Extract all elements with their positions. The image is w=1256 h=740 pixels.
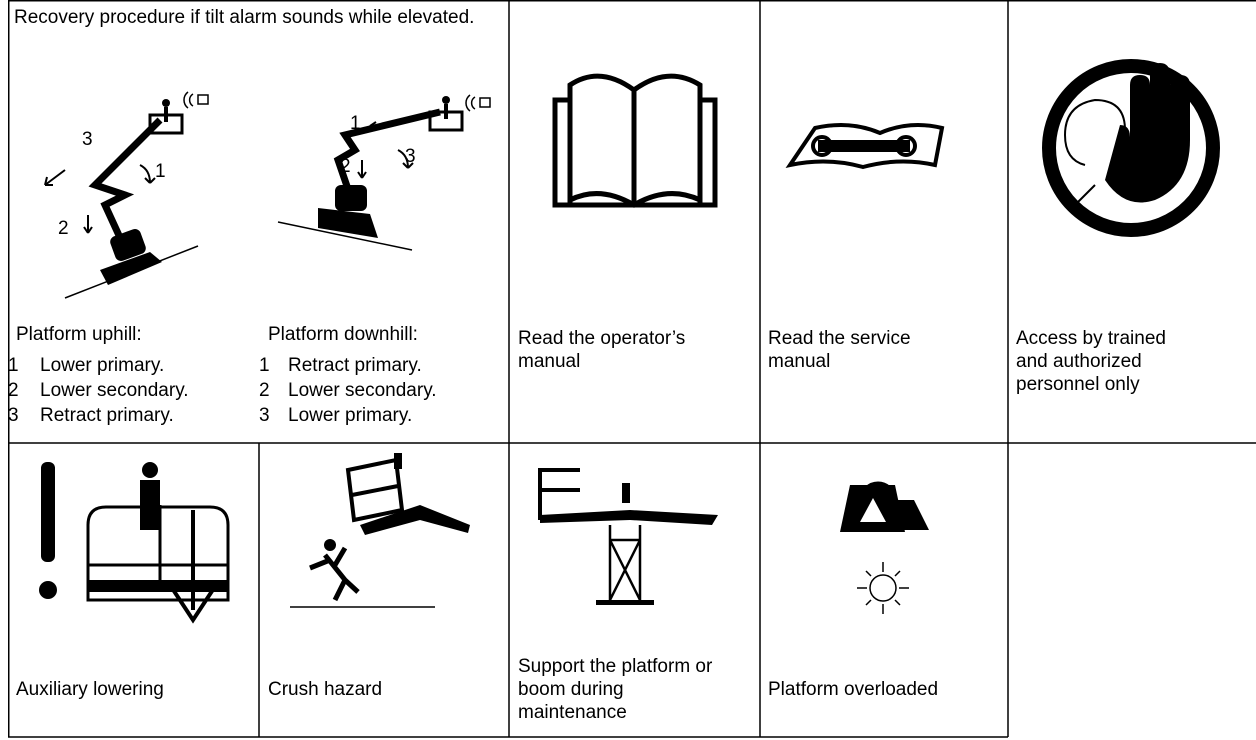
recovery-title: Recovery procedure if tilt alarm sounds … <box>14 7 475 28</box>
symbol-caption: Read the service manual <box>768 328 911 372</box>
symbol-caption: Read the operator’s manual <box>518 328 686 372</box>
uphill-heading: Platform uphill: <box>16 324 142 345</box>
support-icon <box>538 468 718 605</box>
stop-hand-icon <box>1042 59 1220 237</box>
overload-icon <box>840 481 929 614</box>
aux-lowering-icon <box>39 462 230 624</box>
crush-hazard-icon <box>290 453 470 608</box>
step-number: 3 <box>259 405 270 426</box>
step-number: 3 <box>8 405 19 426</box>
symbol-caption: Crush hazard <box>268 679 383 700</box>
diagram-label: 1 <box>350 113 361 134</box>
step-number: 1 <box>259 355 270 376</box>
step-text: Retract primary. <box>40 405 174 426</box>
diagram-label: 2 <box>58 218 69 239</box>
diagram-label: 1 <box>155 161 166 182</box>
step-text: Lower secondary. <box>288 380 437 401</box>
diagram-label: 3 <box>82 129 93 150</box>
downhill-diagram <box>277 94 491 251</box>
symbol-caption: Platform overloaded <box>768 679 939 700</box>
uphill-diagram <box>44 91 209 299</box>
service-manual-icon <box>785 123 945 170</box>
step-text: Lower secondary. <box>40 380 189 401</box>
downhill-heading: Platform downhill: <box>268 324 418 345</box>
symbol-caption: Support the platform or boom during main… <box>518 656 713 723</box>
step-number: 1 <box>8 355 19 376</box>
book-icon <box>552 73 718 208</box>
step-number: 2 <box>259 380 270 401</box>
diagram-label: 3 <box>405 146 416 167</box>
step-number: 2 <box>8 380 19 401</box>
symbol-caption: Auxiliary lowering <box>16 679 164 700</box>
symbol-caption: Access by trained and authorized personn… <box>1016 328 1166 395</box>
step-text: Retract primary. <box>288 355 422 376</box>
step-text: Lower primary. <box>288 405 413 426</box>
diagram-label: 2 <box>340 156 351 177</box>
step-text: Lower primary. <box>40 355 165 376</box>
